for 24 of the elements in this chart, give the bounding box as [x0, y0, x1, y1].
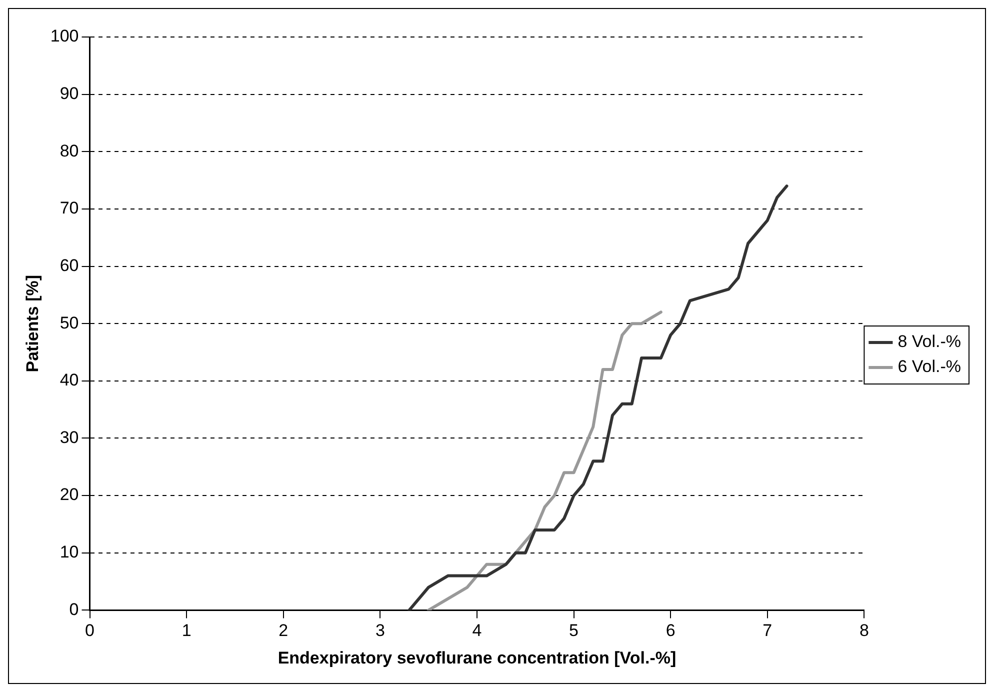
legend-label: 6 Vol.-%	[898, 357, 961, 376]
y-tick-label: 40	[60, 370, 79, 390]
x-tick-label: 7	[762, 621, 772, 640]
x-tick-label: 8	[859, 621, 869, 640]
x-tick-label: 5	[569, 621, 579, 640]
y-tick-label: 90	[60, 84, 79, 104]
y-tick-label: 80	[60, 141, 79, 160]
x-tick-label: 2	[278, 621, 288, 640]
x-tick-label: 0	[85, 621, 94, 640]
y-tick-label: 70	[60, 198, 79, 218]
x-tick-label: 4	[472, 621, 482, 640]
x-tick-label: 6	[666, 621, 676, 640]
x-tick-label: 3	[375, 621, 385, 640]
x-axis-title: Endexpiratory sevoflurane concentration [Vol.-%]	[278, 648, 676, 668]
legend-label: 8 Vol.-%	[898, 332, 961, 352]
y-tick-label: 10	[60, 542, 79, 562]
y-tick-label: 20	[60, 485, 79, 504]
y-tick-label: 100	[50, 26, 79, 46]
y-axis-title: Patients [%]	[22, 274, 42, 372]
y-tick-label: 30	[60, 428, 79, 447]
y-tick-label: 50	[60, 313, 79, 332]
y-tick-label: 0	[69, 600, 79, 619]
x-tick-label: 1	[182, 621, 192, 640]
y-tick-label: 60	[60, 256, 79, 275]
